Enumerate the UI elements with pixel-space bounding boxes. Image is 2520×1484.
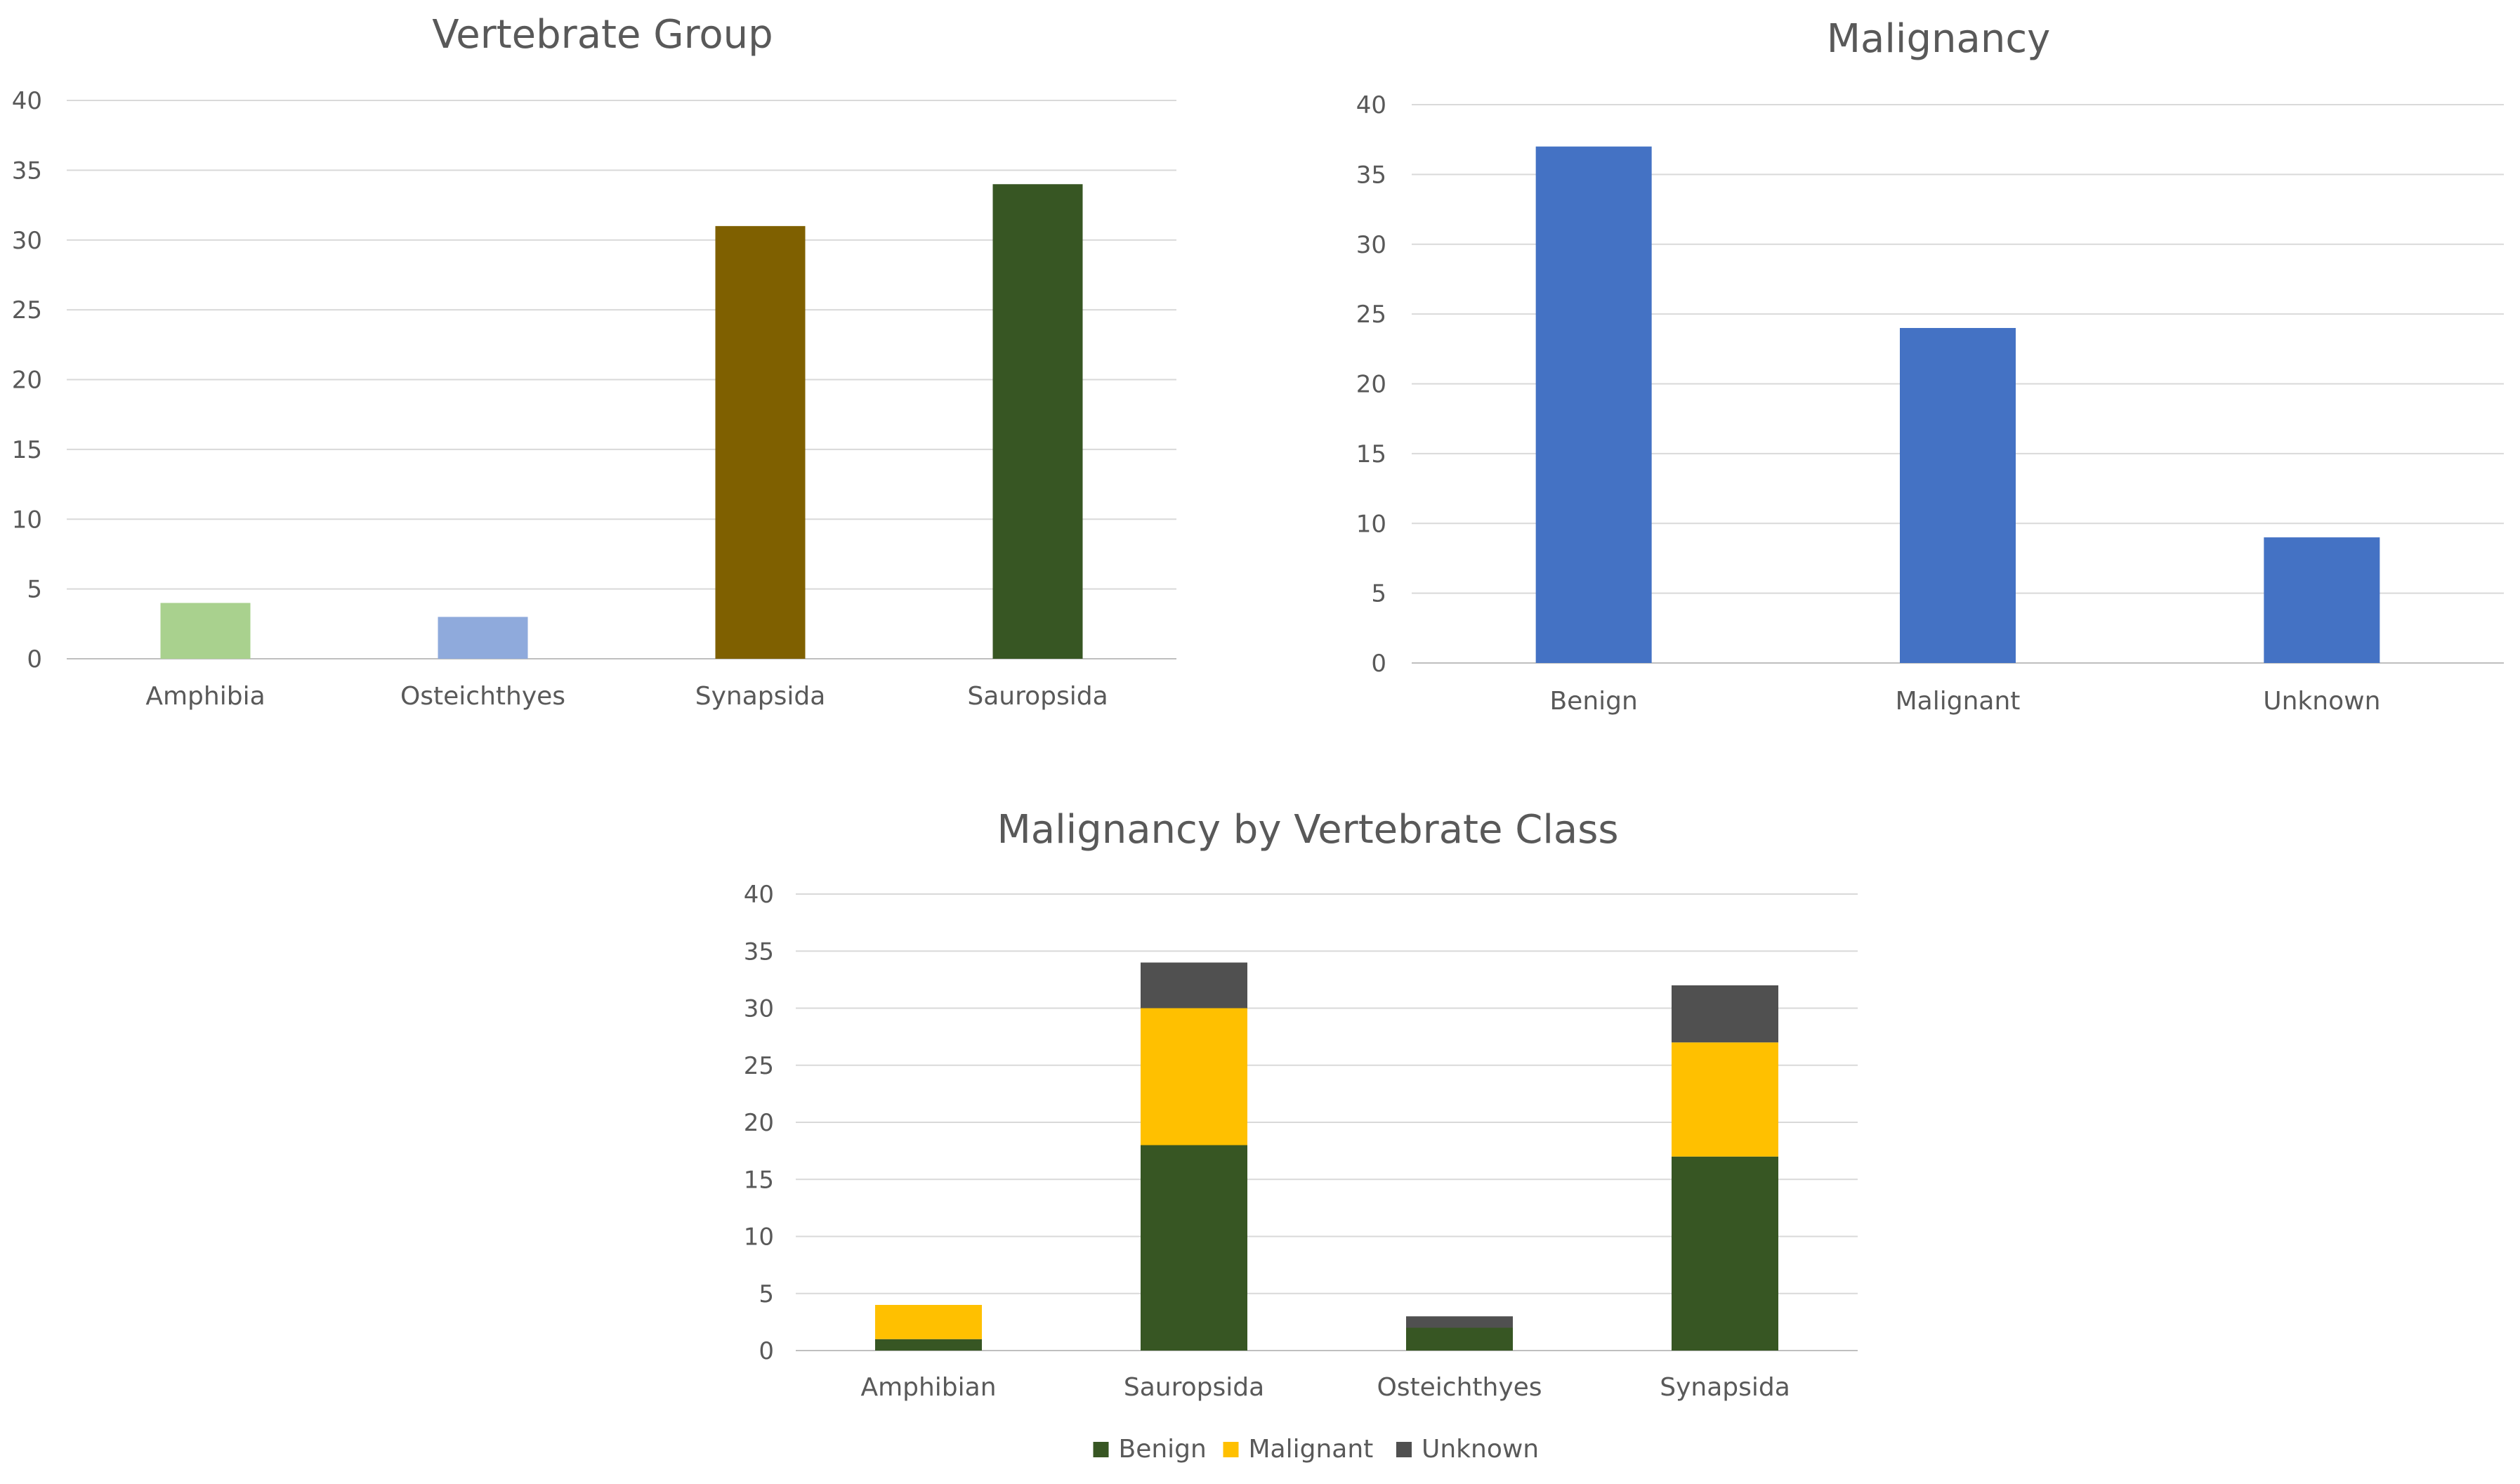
bar-amphibia [160,603,251,659]
bar-sauropsida-benign [1141,1145,1247,1351]
y-tick-label: 5 [759,1280,774,1308]
y-tick-label: 10 [12,506,42,534]
malignancy-chart: Malignancy 0 5 10 15 20 25 30 35 40 Benign Malignan… [1356,16,2504,716]
category-label: Malignant [1896,687,2021,716]
bar-synapsida [715,225,806,659]
y-tick-label: 10 [744,1223,774,1252]
bar-synapsida-benign [1672,1156,1778,1351]
bar-amphibian-benign [875,1339,982,1351]
category-label: Amphibia [145,682,265,711]
bar-amphibian-malignant [875,1305,982,1339]
y-tick-label: 5 [1371,580,1386,608]
y-tick-label: 10 [1356,510,1386,538]
y-tick-label: 15 [744,1166,774,1194]
bar-sauropsida-malignant [1141,1008,1247,1145]
category-label: Osteichthyes [1377,1373,1542,1402]
legend-swatch-unknown [1396,1442,1412,1457]
legend-label-unknown: Unknown [1422,1435,1539,1464]
bar-osteichthyes-unknown [1406,1316,1513,1328]
chart-title: Malignancy [1827,16,2051,62]
y-tick-label: 40 [744,881,774,909]
bar-unknown [2264,537,2380,663]
y-tick-label: 35 [744,938,774,966]
legend-swatch-malignant [1223,1442,1239,1457]
bar-osteichthyes-benign [1406,1327,1513,1351]
y-tick-label: 40 [12,87,42,115]
bar-sauropsida-unknown [1141,962,1247,1009]
bar-synapsida-unknown [1672,985,1778,1043]
y-tick-label: 25 [744,1052,774,1080]
y-tick-label: 35 [1356,161,1386,189]
category-label: Osteichthyes [400,682,565,711]
y-tick-label: 0 [27,645,42,674]
chart-title: Vertebrate Group [432,12,773,58]
vertebrate-group-chart: Vertebrate Group 0 5 10 15 20 25 30 35 40 Amphibia… [12,12,1176,711]
y-tick-label: 15 [12,436,42,464]
malignancy-by-class-chart: Malignancy by Vertebrate Class 0 5 10 15 20 25… [744,807,1858,1464]
category-label: Sauropsida [1124,1373,1264,1402]
y-tick-label: 35 [12,157,42,185]
bar-osteichthyes [438,617,528,659]
y-tick-label: 30 [1356,231,1386,259]
legend-label-benign: Benign [1119,1435,1207,1464]
y-tick-label: 0 [1371,650,1386,678]
category-label: Synapsida [695,682,826,711]
legend-label-malignant: Malignant [1249,1435,1374,1464]
bar-benign [1535,146,1652,663]
y-tick-label: 30 [12,227,42,255]
chart-title: Malignancy by Vertebrate Class [997,807,1618,853]
bar-malignant [1900,328,2016,663]
y-tick-label: 0 [759,1337,774,1365]
category-label: Synapsida [1660,1373,1790,1402]
legend-swatch-benign [1093,1442,1109,1457]
y-tick-label: 20 [744,1109,774,1137]
y-tick-label: 30 [744,995,774,1023]
y-tick-label: 5 [27,576,42,604]
y-tick-label: 15 [1356,440,1386,468]
category-label: Unknown [2263,687,2380,716]
y-tick-label: 20 [1356,371,1386,399]
y-tick-label: 25 [12,296,42,324]
y-tick-label: 40 [1356,91,1386,119]
bar-sauropsida [992,184,1083,659]
y-tick-label: 25 [1356,301,1386,329]
y-tick-label: 20 [12,367,42,395]
category-label: Sauropsida [967,682,1108,711]
bar-synapsida-malignant [1672,1042,1778,1157]
category-label: Amphibian [860,1373,996,1402]
legend: Benign Malignant Unknown [1093,1435,1539,1464]
category-label: Benign [1549,687,1637,716]
